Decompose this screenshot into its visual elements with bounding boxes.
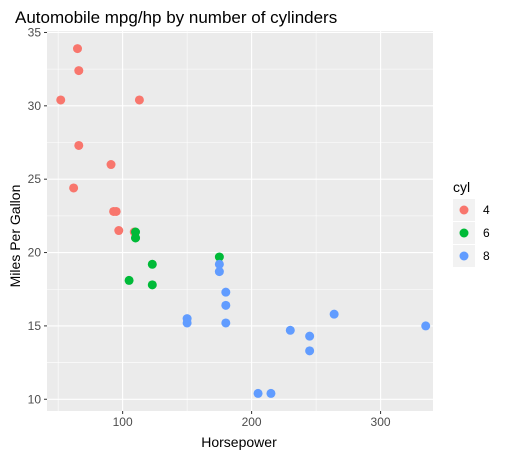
- data-point-cyl-8: [285, 325, 295, 335]
- legend-label: 8: [483, 249, 490, 263]
- data-point-cyl-8: [182, 318, 192, 328]
- data-point-cyl-4: [111, 206, 121, 216]
- x-tick-label: 300: [371, 415, 391, 429]
- data-point-cyl-6: [131, 227, 141, 237]
- legend-label: 4: [483, 203, 490, 217]
- data-point-cyl-4: [74, 66, 84, 76]
- data-point-cyl-8: [221, 318, 231, 328]
- legend-label: 6: [483, 226, 490, 240]
- legend: cyl 4 6 8: [453, 179, 490, 267]
- data-point-cyl-8: [214, 259, 224, 269]
- plot-panel: [47, 31, 433, 411]
- y-tick-label: 15: [28, 319, 42, 333]
- data-point-cyl-4: [56, 95, 66, 105]
- data-point-cyl-8: [305, 346, 315, 356]
- data-point-cyl-8: [221, 300, 231, 310]
- legend-key-marker: [459, 251, 469, 261]
- y-tick-label: 35: [28, 25, 42, 39]
- y-tick-label: 20: [28, 246, 42, 260]
- legend-key-marker: [459, 205, 469, 215]
- gridlines: [47, 31, 433, 411]
- data-point-cyl-4: [73, 44, 83, 54]
- legend-key-marker: [459, 228, 469, 238]
- data-point-cyl-8: [266, 388, 276, 398]
- y-axis-ticks: 10 15 20 25 30 35: [28, 25, 47, 406]
- data-point-cyl-6: [147, 280, 157, 290]
- data-point-cyl-4: [114, 226, 124, 236]
- x-tick-label: 200: [242, 415, 262, 429]
- legend-title: cyl: [453, 179, 470, 195]
- data-point-cyl-8: [421, 321, 431, 331]
- y-axis-title: Miles Per Gallon: [7, 185, 23, 288]
- data-point-cyl-4: [134, 95, 144, 105]
- data-point-cyl-8: [221, 287, 231, 297]
- x-axis-ticks: 100 200 300: [113, 411, 391, 429]
- y-tick-label: 10: [28, 392, 42, 406]
- data-point-cyl-8: [253, 388, 263, 398]
- x-tick-label: 100: [113, 415, 133, 429]
- data-point-cyl-6: [147, 259, 157, 269]
- data-points: [56, 44, 431, 398]
- watermark-text: 知乎 @Guihua Jia: [370, 427, 483, 443]
- data-point-cyl-6: [214, 252, 224, 262]
- y-tick-label: 30: [28, 99, 42, 113]
- data-point-cyl-4: [74, 140, 84, 150]
- chart-title: Automobile mpg/hp by number of cylinders: [15, 8, 337, 27]
- data-point-cyl-8: [329, 309, 339, 319]
- data-point-cyl-8: [214, 267, 224, 277]
- data-point-cyl-8: [305, 331, 315, 341]
- data-point-cyl-4: [69, 183, 79, 193]
- data-point-cyl-4: [106, 160, 116, 170]
- x-axis-title: Horsepower: [201, 434, 277, 450]
- y-tick-label: 25: [28, 172, 42, 186]
- data-point-cyl-6: [124, 275, 134, 285]
